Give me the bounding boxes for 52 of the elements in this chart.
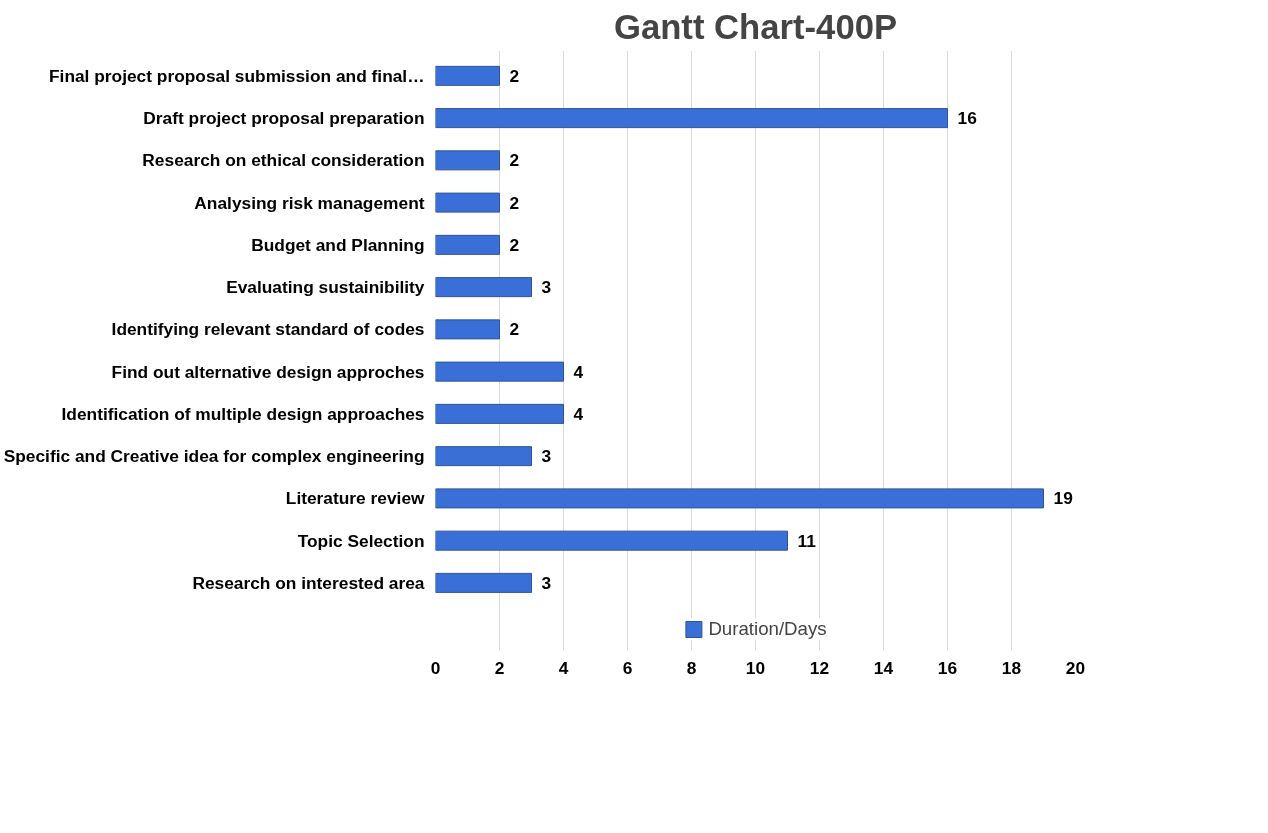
y-tick-label: Topic Selection: [297, 530, 425, 551]
data-label: 2: [509, 150, 520, 171]
x-tick-label: 16: [937, 657, 958, 678]
data-label: 16: [957, 108, 978, 129]
x-tick-label: 0: [430, 657, 441, 678]
y-tick-label: Final project proposal submission and final…: [49, 65, 425, 86]
y-tick-label: Identification of multiple design approaches: [61, 403, 425, 424]
bar: [435, 65, 500, 86]
data-label: 2: [509, 65, 520, 86]
x-tick-label: 18: [1001, 657, 1022, 678]
x-tick-label: 10: [745, 657, 766, 678]
bar: [435, 488, 1044, 509]
x-tick-label: 14: [873, 657, 894, 678]
x-tick-label: 4: [558, 657, 569, 678]
data-label: 2: [509, 234, 520, 255]
bar: [435, 319, 500, 340]
x-tick-label: 20: [1065, 657, 1086, 678]
data-label: 3: [541, 277, 552, 298]
data-label: 3: [541, 446, 552, 467]
y-tick-label: Literature review: [285, 488, 426, 509]
bar: [435, 530, 788, 551]
y-tick-label: Evaluating sustainibility: [226, 277, 425, 298]
data-label: 11: [797, 530, 817, 551]
data-label: 19: [1053, 488, 1073, 509]
x-tick-label: 12: [809, 657, 830, 678]
x-tick-label: 6: [622, 657, 633, 678]
bar: [435, 572, 532, 593]
y-tick-label: Specific and Creative idea for complex engineering: [3, 446, 425, 467]
chart-title: Gantt Chart-400P: [613, 7, 898, 46]
data-label: 2: [509, 319, 520, 340]
bar: [435, 150, 500, 171]
legend-label: Duration/Days: [708, 618, 827, 640]
y-tick-label: Research on ethical consideration: [142, 150, 425, 171]
y-tick-label: Identifying relevant standard of codes: [111, 319, 425, 340]
y-tick-label: Budget and Planning: [251, 234, 425, 255]
bar: [435, 108, 948, 129]
data-label: 3: [541, 572, 552, 593]
y-tick-label: Research on interested area: [192, 572, 425, 593]
y-tick-label: Find out alternative design approches: [111, 361, 425, 382]
bar: [435, 361, 564, 382]
bar: [435, 192, 500, 213]
x-tick-label: 8: [686, 657, 697, 678]
bar: [435, 446, 532, 467]
data-label: 4: [573, 361, 584, 382]
data-label: 4: [573, 403, 584, 424]
bar: [435, 277, 532, 298]
bar: [435, 234, 500, 255]
data-label: 2: [509, 192, 520, 213]
x-tick-label: 2: [494, 657, 505, 678]
y-tick-label: Analysing risk management: [194, 192, 425, 213]
y-tick-label: Draft project proposal preparation: [143, 108, 425, 129]
bar: [435, 403, 564, 424]
